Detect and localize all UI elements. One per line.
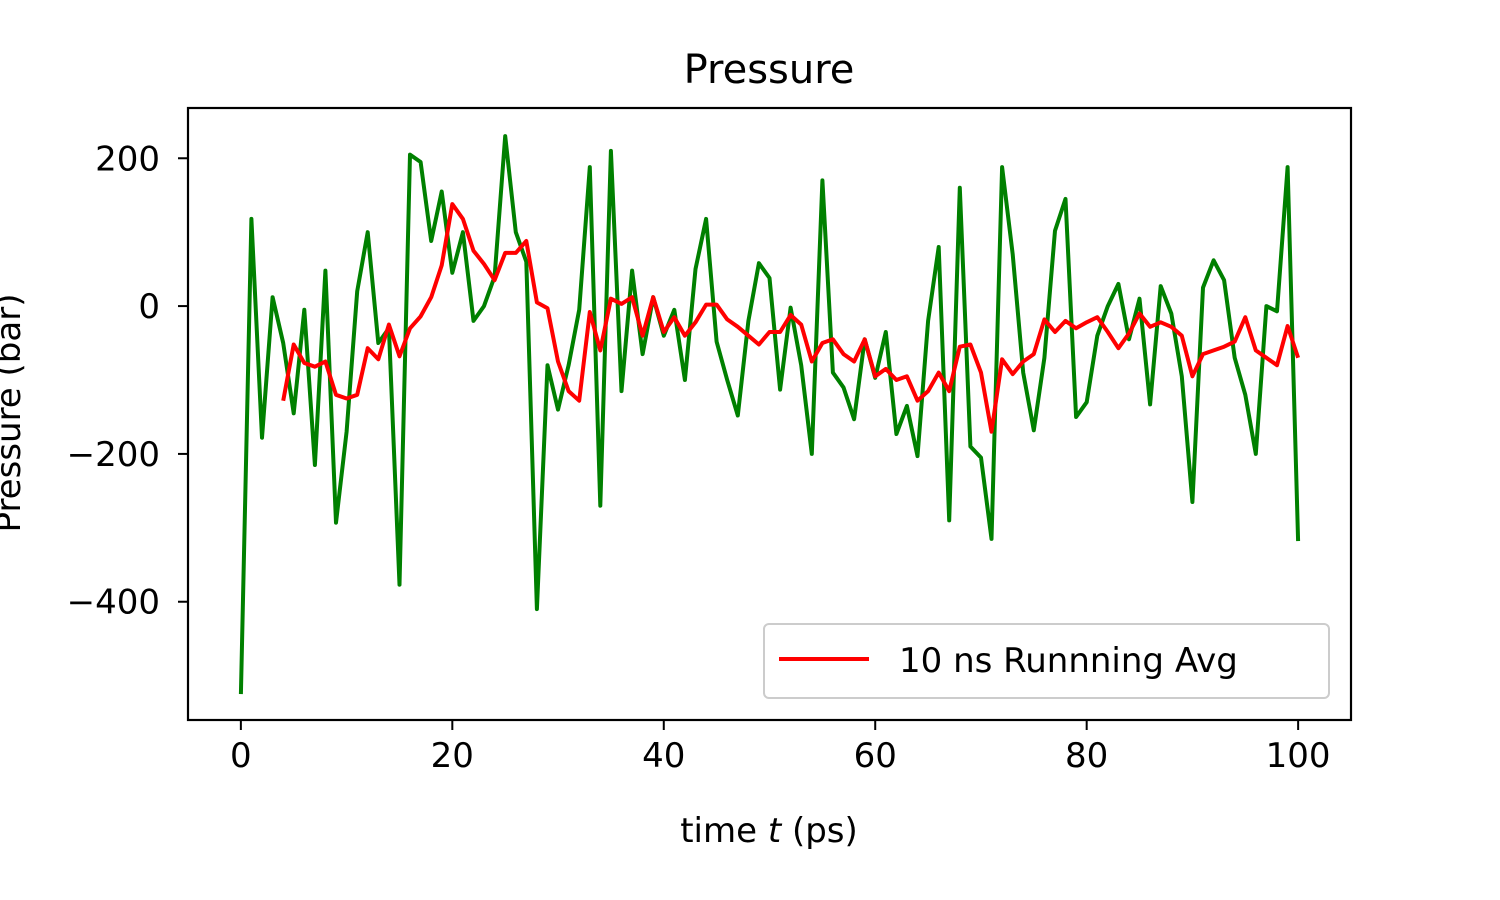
- chart-title: Pressure: [684, 47, 855, 93]
- x-tick-label: 20: [431, 736, 474, 776]
- plot-frame: [186, 106, 1353, 722]
- y-tick-label: −200: [67, 435, 160, 475]
- legend: 10 ns Runnning Avg: [763, 623, 1330, 699]
- y-axis: 200 0 −200 −400: [67, 139, 188, 623]
- x-axis: 0 20 40 60 80 100: [230, 720, 1331, 776]
- x-tick-label: 60: [854, 736, 897, 776]
- y-tick-label: 0: [138, 287, 160, 327]
- series-line-pressure: [238, 134, 1301, 695]
- legend-box: [763, 623, 1330, 699]
- y-tick-label: −400: [67, 583, 160, 623]
- x-tick-label: 40: [642, 736, 685, 776]
- x-tick-label: 80: [1065, 736, 1108, 776]
- series-line-running-avg: [281, 202, 1300, 434]
- x-axis-label: time t (ps): [680, 811, 858, 851]
- legend-label-running-avg: 10 ns Runnning Avg: [899, 641, 1238, 681]
- y-tick-label: 200: [95, 139, 160, 179]
- plot-area: [238, 134, 1301, 695]
- x-tick-label: 100: [1266, 736, 1331, 776]
- x-tick-label: 0: [230, 736, 252, 776]
- y-axis-label: Pressure (bar): [0, 294, 29, 533]
